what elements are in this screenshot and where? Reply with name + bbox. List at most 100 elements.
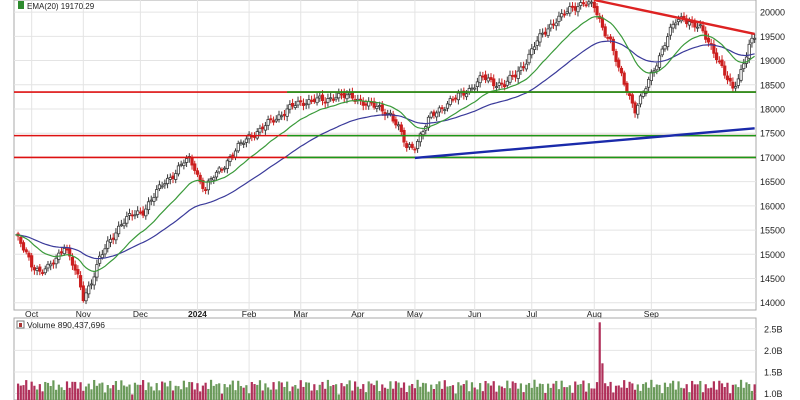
candle-body — [280, 115, 284, 118]
volume-bar — [715, 389, 718, 400]
volume-bar — [256, 384, 259, 400]
candle-body — [73, 264, 77, 271]
volume-bar — [440, 388, 444, 400]
volume-bar — [737, 387, 740, 400]
candle-body — [421, 131, 425, 136]
candle-body — [614, 51, 618, 62]
candle-body — [508, 74, 512, 83]
volume-bar — [530, 387, 533, 400]
volume-panel: 1.0B 1.5B 2.0B 2.5B — [13, 317, 783, 400]
candle-body — [513, 74, 518, 78]
candle-body — [209, 178, 213, 181]
candle-body — [65, 248, 69, 251]
volume-bar — [370, 383, 373, 400]
candle-body — [524, 63, 528, 70]
volume-bar — [33, 385, 36, 400]
volume-bar — [112, 385, 115, 400]
candle-body — [676, 19, 681, 23]
volume-bar — [595, 382, 599, 400]
volume-bar — [261, 390, 264, 400]
volume-bar — [693, 384, 696, 400]
volume-bar — [332, 384, 335, 400]
volume-bar — [87, 383, 90, 400]
volume-tick-label: 1.0B — [764, 389, 783, 399]
candle-body — [127, 213, 132, 216]
volume-bar — [691, 380, 694, 400]
candle-body — [141, 210, 145, 216]
candle-body — [641, 92, 645, 97]
candle-body — [163, 183, 167, 186]
volume-bar — [593, 388, 596, 400]
candle-body — [198, 174, 202, 183]
candle-body — [307, 99, 311, 105]
candle-body — [87, 285, 91, 295]
volume-bar — [508, 388, 512, 400]
candle-body — [671, 23, 675, 29]
candle-body — [176, 165, 181, 175]
volume-bar — [443, 380, 446, 400]
volume-bar — [16, 383, 20, 400]
volume-bar — [658, 384, 661, 400]
volume-bar — [147, 382, 150, 400]
volume-bar — [517, 388, 520, 400]
candle-body — [557, 15, 561, 22]
volume-bar — [122, 385, 126, 400]
candle-body — [331, 98, 335, 101]
candle-body — [296, 100, 300, 106]
volume-bar — [220, 393, 224, 400]
volume-bar — [511, 381, 514, 400]
candle-body — [473, 87, 477, 90]
volume-bar — [68, 387, 71, 400]
volume-bar — [457, 382, 460, 400]
volume-bar — [161, 381, 164, 400]
candle-body — [437, 107, 441, 113]
support-trendline — [414, 127, 755, 160]
volume-bar — [90, 389, 93, 400]
candle-body — [543, 31, 547, 35]
volume-bar — [710, 387, 713, 400]
volume-bar — [239, 386, 243, 400]
candle-body — [456, 92, 460, 101]
candle-body — [285, 108, 289, 117]
candle-body — [304, 103, 308, 106]
volume-bar — [394, 381, 397, 400]
candle-body — [184, 158, 189, 163]
volume-bar — [514, 382, 517, 400]
candle-body — [530, 48, 534, 56]
volume-bar — [525, 384, 528, 400]
volume-bar — [114, 381, 118, 400]
volume-bar — [329, 386, 332, 400]
volume-bar — [699, 380, 702, 400]
volume-bar — [644, 382, 648, 400]
volume-bar — [498, 385, 501, 400]
price-tick-label: 19500 — [760, 32, 785, 42]
volume-bar — [555, 380, 558, 400]
candle-body — [416, 140, 420, 149]
volume-bar — [136, 384, 139, 400]
candle-body — [538, 33, 542, 43]
volume-bar — [707, 388, 710, 400]
volume-bar — [125, 386, 128, 400]
volume-bar — [120, 380, 123, 400]
candle-body — [606, 36, 610, 39]
candle-body — [470, 87, 474, 90]
volume-bar — [449, 386, 452, 400]
candle-body — [562, 13, 566, 16]
volume-bar — [177, 386, 180, 400]
volume-bar — [237, 380, 240, 400]
candle-body — [261, 126, 265, 130]
volume-bar — [60, 387, 63, 400]
volume-bar — [470, 382, 474, 400]
volume-bar — [234, 390, 237, 400]
candle-body — [70, 256, 75, 266]
candle-body — [396, 124, 401, 127]
candle-body — [725, 75, 730, 81]
volume-bar — [672, 380, 675, 400]
volume-bar — [636, 384, 639, 400]
candle-body — [628, 93, 632, 96]
volume-bar — [454, 393, 457, 400]
candle-body — [554, 22, 558, 27]
candle-body — [119, 224, 123, 227]
candle-body — [753, 37, 757, 40]
candle-body — [541, 32, 545, 35]
